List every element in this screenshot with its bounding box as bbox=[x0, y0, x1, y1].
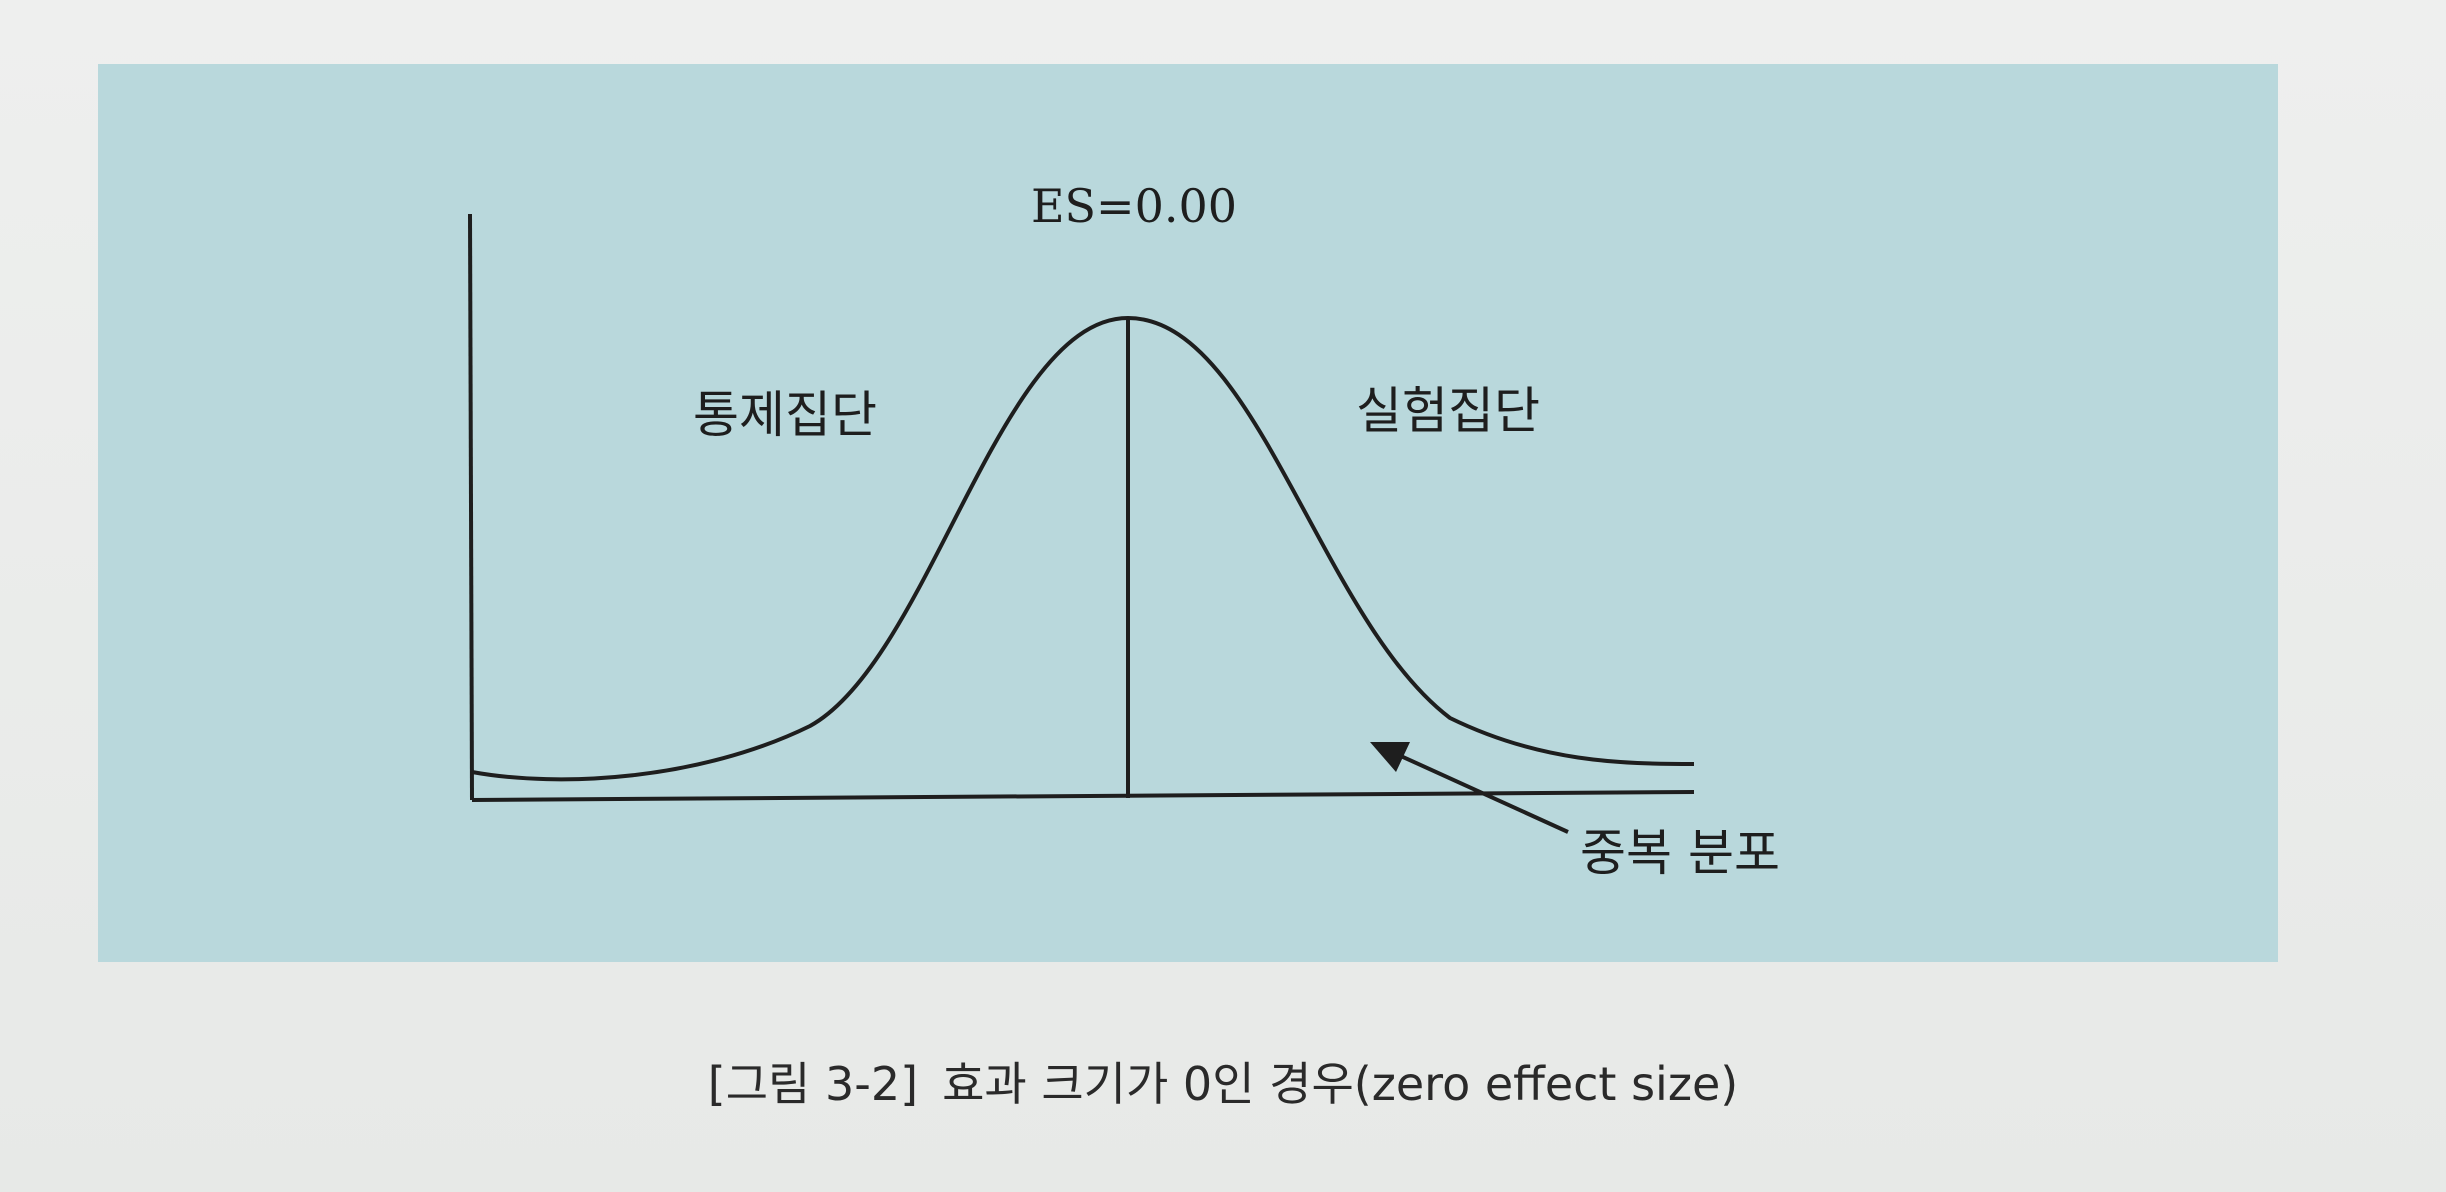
x-axis bbox=[471, 790, 1695, 802]
overlap-arrow-head bbox=[1370, 742, 1410, 772]
figure-caption: [그림 3-2] 효과 크기가 0인 경우(zero effect size) bbox=[0, 1048, 2446, 1114]
y-axis bbox=[468, 213, 474, 801]
caption-text: 효과 크기가 0인 경우(zero effect size) bbox=[942, 1057, 1739, 1111]
overlap-distribution-label: 중복 분포 bbox=[1580, 824, 1780, 882]
es-label: ES=0.00 bbox=[1031, 179, 1237, 233]
caption-number: [그림 3-2] bbox=[707, 1057, 919, 1111]
overlapping-normal-curve bbox=[471, 315, 1695, 782]
figure-panel bbox=[98, 64, 2278, 962]
experimental-group-label: 실험집단 bbox=[1356, 382, 1540, 440]
control-group-label: 통제집단 bbox=[693, 386, 877, 444]
overlap-arrow-shaft bbox=[1391, 750, 1569, 834]
